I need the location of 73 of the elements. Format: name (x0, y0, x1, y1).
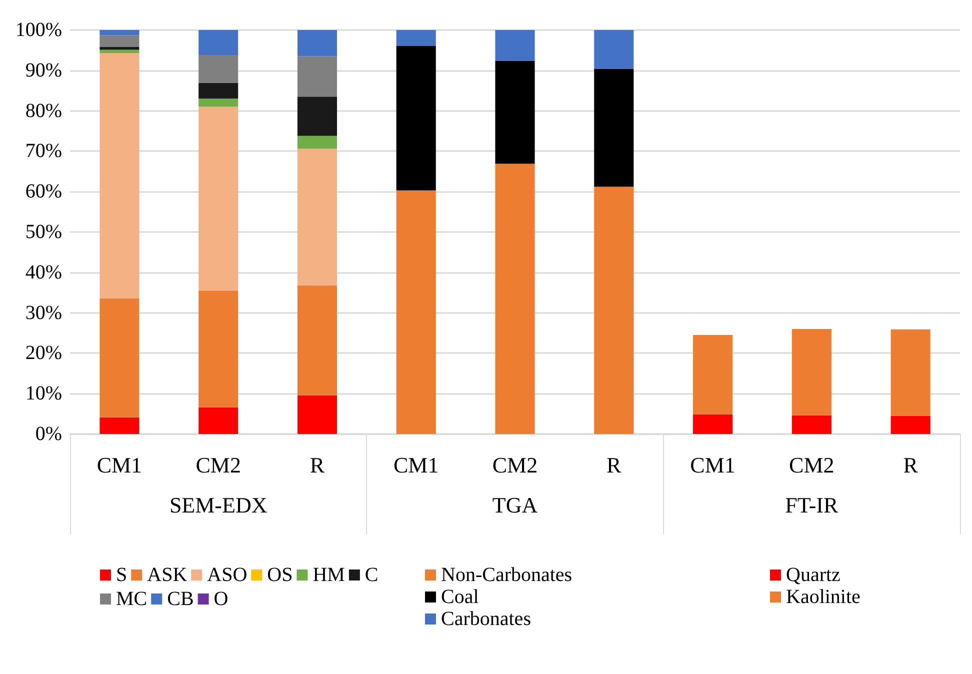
bar (890, 329, 930, 416)
legend-label: C (364, 564, 378, 586)
bar (297, 136, 337, 149)
text: TGA (492, 492, 538, 518)
bar (594, 68, 634, 187)
legend-label: ASK (147, 564, 188, 586)
bar (100, 50, 140, 54)
x-tick-label: R (903, 452, 918, 478)
bar (297, 148, 337, 286)
legend-label: ASO (207, 564, 248, 586)
x-tick-label: CM2 (789, 452, 834, 478)
bar (100, 30, 140, 36)
bar (100, 35, 140, 47)
legend-label: CB (167, 588, 194, 610)
x-tick-label: CM1 (690, 452, 736, 478)
bar (100, 46, 140, 50)
bar (100, 417, 140, 434)
bar (396, 190, 436, 434)
y-tick-label: 10% (25, 382, 62, 405)
legend-label: Non-Carbonates (441, 564, 572, 586)
legend-label: OS (267, 564, 293, 586)
bar (198, 106, 238, 291)
bar (100, 298, 140, 418)
bar (198, 82, 238, 99)
bar (198, 98, 238, 107)
text: FT-IR (785, 492, 838, 518)
bar (297, 96, 337, 136)
bar (297, 56, 337, 97)
bar (297, 395, 337, 434)
bar (396, 46, 436, 190)
text: SEM-EDX (169, 492, 268, 518)
legend-label: Quartz (786, 564, 841, 586)
legend-label: HM (312, 564, 346, 586)
x-tick-label: R (310, 452, 325, 478)
bar (495, 60, 535, 164)
bar (792, 415, 832, 434)
legend-label: MC (116, 588, 148, 610)
y-tick-label: 70% (25, 140, 62, 162)
y-tick-label: 80% (25, 100, 62, 122)
bar (594, 186, 634, 434)
x-tick-label: CM1 (393, 452, 439, 478)
y-tick-label: 20% (25, 342, 62, 364)
bar (198, 290, 238, 408)
bar (890, 416, 930, 434)
bar (693, 414, 733, 434)
y-tick-label: 40% (25, 261, 62, 284)
x-tick-label: CM1 (96, 452, 142, 478)
x-tick-label: CM2 (492, 452, 538, 478)
y-tick-label: 50% (25, 221, 62, 243)
bar (297, 285, 337, 396)
y-tick-label: 90% (25, 59, 62, 82)
bar (297, 30, 337, 56)
legend-label: Coal (441, 586, 480, 608)
y-tick-label: 30% (25, 302, 62, 324)
x-tick-label: CM2 (196, 452, 241, 478)
bar (594, 30, 634, 69)
bar (495, 164, 535, 434)
x-tick-label: R (606, 452, 622, 478)
bar (100, 53, 140, 298)
bar (198, 30, 238, 56)
bar (198, 55, 238, 83)
legend-label: S (116, 564, 128, 586)
bar (792, 328, 832, 416)
y-tick-label: 60% (25, 180, 62, 203)
bar (693, 335, 733, 414)
bar (198, 407, 238, 434)
bar (396, 30, 436, 46)
y-tick-label: 0% (35, 423, 62, 445)
bar (495, 30, 535, 61)
legend-label: Kaolinite (786, 586, 861, 608)
legend-label: O (214, 588, 228, 610)
legend-label: Carbonates (441, 608, 532, 630)
y-tick-label: 100% (15, 19, 62, 41)
